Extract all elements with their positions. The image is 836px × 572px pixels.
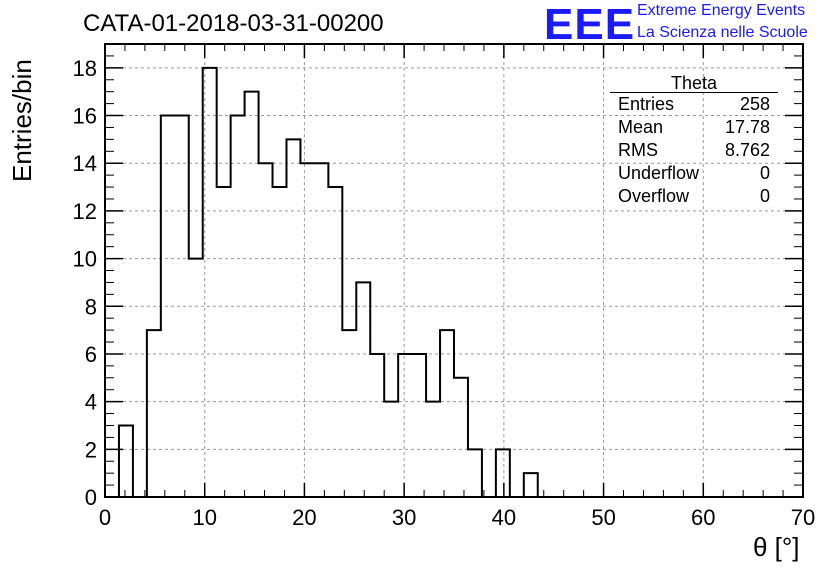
y-tick-label: 16 xyxy=(73,104,97,129)
y-tick-label: 4 xyxy=(85,390,97,415)
logo-line-2: La Scienza nelle Scuole xyxy=(637,24,808,41)
y-tick-label: 2 xyxy=(85,437,97,462)
x-tick-label: 50 xyxy=(591,505,615,530)
axis-tick-labels: 0 10 20 30 40 50 60 70 0 2 4 6 8 10 12 14 16 18 xyxy=(73,56,816,530)
stats-value: 258 xyxy=(739,94,770,114)
stats-key: Underflow xyxy=(618,163,700,183)
x-tick-label: 70 xyxy=(791,505,815,530)
y-axis-label: Entries/bin xyxy=(7,59,37,182)
stats-key: Overflow xyxy=(618,186,690,206)
y-tick-label: 14 xyxy=(73,151,97,176)
stats-value: 17.78 xyxy=(724,117,770,137)
axis-ticks xyxy=(104,44,804,498)
x-tick-label: 30 xyxy=(392,505,416,530)
stats-key: Mean xyxy=(618,117,664,137)
stats-divider xyxy=(610,92,778,93)
x-tick-label: 20 xyxy=(292,505,316,530)
stats-key: RMS xyxy=(618,140,658,160)
y-tick-label: 6 xyxy=(85,342,97,367)
stats-title: Theta xyxy=(670,73,718,93)
stats-key: Entries xyxy=(618,94,675,114)
grid-lines xyxy=(105,44,803,497)
y-tick-label: 10 xyxy=(73,247,97,272)
histogram-step-line xyxy=(105,66,552,498)
y-tick-label: 12 xyxy=(73,199,97,224)
x-axis-label: θ [°] xyxy=(753,532,800,562)
x-tick-label: 10 xyxy=(192,505,216,530)
y-tick-label: 8 xyxy=(85,294,97,319)
stats-value: 8.762 xyxy=(724,140,770,160)
x-tick-label: 0 xyxy=(99,505,111,530)
x-tick-label: 40 xyxy=(492,505,516,530)
eee-logo: EEE xyxy=(544,0,636,49)
chart-title: CATA-01-2018-03-31-00200 xyxy=(83,10,384,37)
logo-line-1: Extreme Energy Events xyxy=(637,2,806,19)
x-tick-label: 60 xyxy=(691,505,715,530)
stats-value: 0 xyxy=(759,163,770,183)
y-tick-label: 18 xyxy=(73,56,97,81)
y-tick-label: 0 xyxy=(85,485,97,510)
stats-value: 0 xyxy=(759,186,770,206)
plot-frame xyxy=(104,43,804,498)
